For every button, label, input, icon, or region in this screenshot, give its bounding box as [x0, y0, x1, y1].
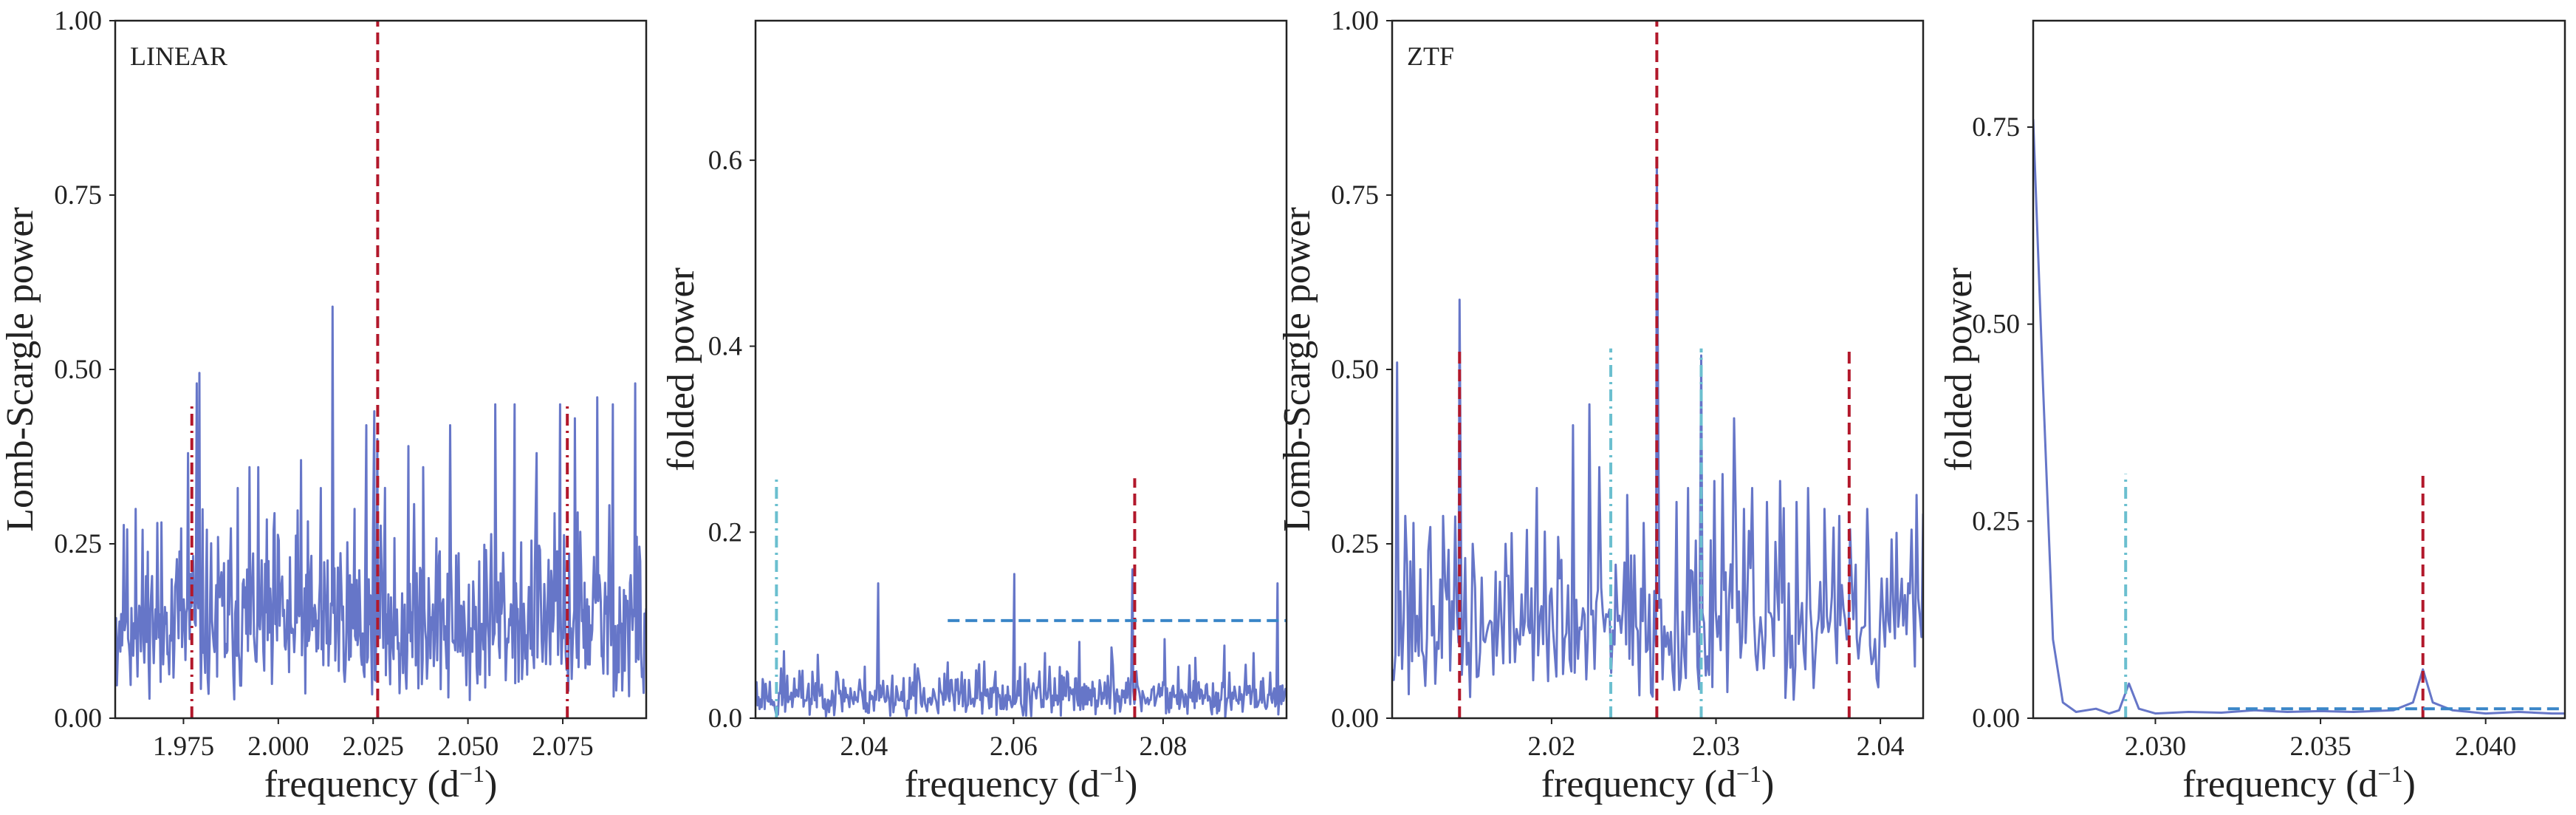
y-tick-label: 0.00	[1331, 703, 1379, 734]
y-tick-label: 0.50	[1331, 355, 1379, 385]
x-axis-label: frequency (d−1)	[2182, 760, 2416, 805]
y-tick-label: 0.50	[54, 355, 102, 385]
x-axis-label-close: )	[484, 763, 497, 805]
x-tick-label: 1.975	[153, 732, 214, 762]
x-tick-label: 2.04	[840, 732, 888, 762]
y-tick-label: 0.75	[1331, 180, 1379, 211]
x-axis-label: frequency (d−1)	[1541, 760, 1775, 805]
panel-4: 2.030 2.035 2.040 0.00 0.25 0.50 0.75 frequency…	[1938, 19, 2566, 805]
x-axis-label-text: frequency (d	[2182, 763, 2377, 805]
y-tick-label: 0.75	[54, 180, 102, 211]
x-tick-label: 2.03	[1692, 732, 1740, 762]
y-tick-label: 0.00	[1972, 703, 2020, 734]
panel-label: ZTF	[1407, 41, 1454, 71]
y-axis-label: Lomb-Scargle power	[1276, 207, 1318, 531]
panel-3: 2.02 2.03 2.04 0.00 0.25 0.50 0.75 1.00 frequenc…	[1276, 6, 1925, 805]
plot-area	[756, 478, 1287, 718]
axes-frame	[754, 19, 1288, 720]
y-tick-label: 1.00	[54, 6, 102, 36]
y-tick-label: 1.00	[1331, 6, 1379, 36]
y-tick-label: 0.25	[54, 529, 102, 559]
x-tick-label: 2.02	[1528, 732, 1576, 762]
y-tick-label: 0.25	[1972, 506, 2020, 536]
x-axis-label-close: )	[2402, 763, 2415, 805]
x-tick-label: 2.035	[2289, 732, 2351, 762]
plot-area	[1392, 21, 1923, 718]
x-axis-label-exponent: −1	[1736, 760, 1761, 787]
x-axis-label-exponent: −1	[2377, 760, 2402, 787]
x-axis-label-exponent: −1	[459, 760, 484, 787]
power-series-line	[2033, 119, 2565, 715]
x-axis-label-text: frequency (d	[1541, 763, 1736, 805]
x-axis-label: frequency (d−1)	[264, 760, 498, 805]
plot-area	[2033, 119, 2565, 718]
y-axis-label: folded power	[660, 267, 702, 471]
y-tick-label: 0.25	[1331, 529, 1379, 559]
y-tick-label: 0.4	[708, 332, 742, 362]
x-axis-label-text: frequency (d	[905, 763, 1100, 805]
x-tick-label: 2.000	[247, 732, 309, 762]
panels: 1.975 2.000 2.025 2.050 2.075 0.00 0.25 0.50 0.7…	[0, 6, 2566, 805]
panel-label: LINEAR	[130, 41, 227, 71]
panel-1: 1.975 2.000 2.025 2.050 2.075 0.00 0.25 0.50 0.7…	[0, 6, 648, 805]
x-axis-label-exponent: −1	[1100, 760, 1125, 787]
axes-frame	[2032, 19, 2566, 720]
y-tick-label: 0.2	[708, 517, 742, 548]
x-axis-label: frequency (d−1)	[905, 760, 1138, 805]
x-tick-label: 2.075	[532, 732, 593, 762]
y-tick-label: 0.75	[1972, 112, 2020, 143]
power-series-line	[756, 568, 1287, 718]
x-tick-label: 2.025	[343, 732, 404, 762]
power-series-line	[115, 305, 646, 701]
x-axis-label-close: )	[1125, 763, 1137, 805]
y-tick-label: 0.00	[54, 703, 102, 734]
y-axis-label: folded power	[1938, 267, 1980, 471]
x-tick-label: 2.050	[437, 732, 499, 762]
x-tick-label: 2.040	[2455, 732, 2516, 762]
x-axis-label-text: frequency (d	[264, 763, 459, 805]
x-tick-label: 2.06	[990, 732, 1038, 762]
y-tick-label: 0.50	[1972, 310, 2020, 340]
y-tick-label: 0.6	[708, 146, 742, 176]
x-tick-label: 2.08	[1140, 732, 1188, 762]
x-tick-label: 2.030	[2125, 732, 2186, 762]
y-tick-label: 0.0	[708, 703, 742, 734]
plot-area	[115, 21, 646, 718]
x-tick-label: 2.04	[1857, 732, 1905, 762]
x-axis-label-close: )	[1761, 763, 1774, 805]
y-axis-label: Lomb-Scargle power	[0, 207, 41, 531]
